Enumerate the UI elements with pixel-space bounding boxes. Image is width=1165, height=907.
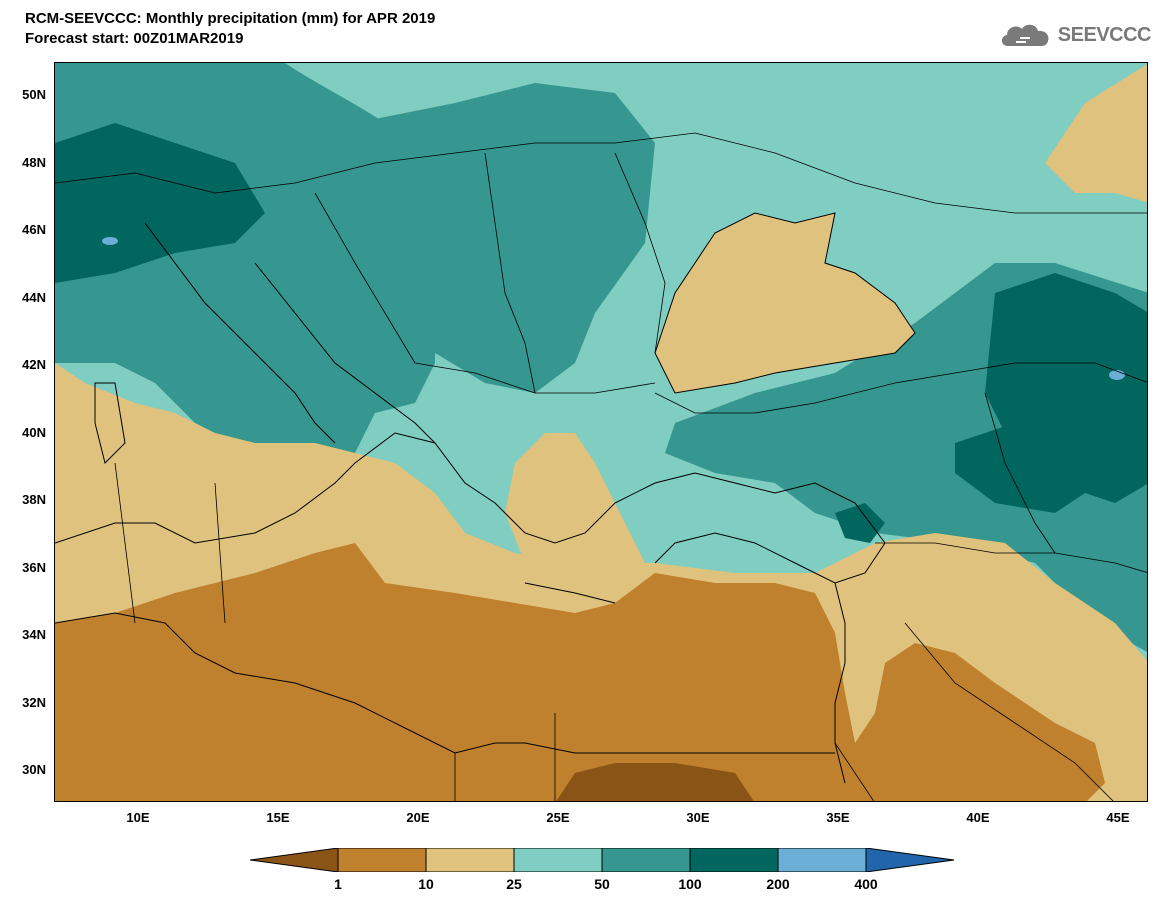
lon-label: 30E [686, 810, 710, 825]
legend-label: 25 [506, 876, 522, 892]
lon-label: 45E [1106, 810, 1130, 825]
legend-swatch-10-25 [425, 848, 515, 872]
fill-200-400-east-turkey [955, 423, 1085, 513]
legend-swatch-25-50 [513, 848, 603, 872]
legend-swatch-above-400 [865, 848, 955, 872]
lon-label: 35E [826, 810, 850, 825]
legend-swatch-below-1 [250, 848, 339, 872]
legend-swatch-1-10 [337, 848, 427, 872]
legend-label: 10 [418, 876, 434, 892]
legend-label: 400 [854, 876, 878, 892]
legend-swatch-100-200 [689, 848, 779, 872]
lat-label: 50N [22, 87, 46, 102]
seevccc-logo: SEEVCCC [998, 20, 1152, 50]
legend-label: 100 [678, 876, 702, 892]
lon-label: 15E [266, 810, 290, 825]
legend-label: 50 [594, 876, 610, 892]
lon-label: 25E [546, 810, 570, 825]
fill-1-10-desert [556, 763, 754, 801]
legend-swatch-200-400 [777, 848, 867, 872]
lat-label: 48N [22, 155, 46, 170]
fill-400-lake-1 [102, 237, 118, 245]
precipitation-map [54, 62, 1148, 802]
fill-10-25-north-africa [55, 543, 1105, 801]
logo-text: SEEVCCC [1057, 23, 1152, 46]
legend-label: 1 [334, 876, 342, 892]
cloud-icon [1001, 24, 1049, 46]
lat-label: 38N [22, 492, 46, 507]
lat-label: 40N [22, 425, 46, 440]
lat-label: 32N [22, 695, 46, 710]
lat-label: 42N [22, 357, 46, 372]
fill-100-200-north [355, 83, 655, 393]
lat-label: 36N [22, 560, 46, 575]
lat-label: 34N [22, 627, 46, 642]
fill-25-50-black-sea [655, 213, 915, 393]
fill-25-50-northeast [1045, 64, 1147, 203]
color-legend-bar [250, 848, 955, 872]
legend-swatch-50-100 [601, 848, 691, 872]
map-subtitle: Forecast start: 00Z01MAR2019 [25, 30, 244, 47]
map-canvas [55, 63, 1147, 801]
lon-label: 20E [406, 810, 430, 825]
fill-200-400-south-turkey [835, 503, 885, 543]
lat-label: 44N [22, 290, 46, 305]
country-borders [55, 132, 1147, 801]
lon-label: 10E [126, 810, 150, 825]
lat-label: 30N [22, 762, 46, 777]
lon-label: 40E [966, 810, 990, 825]
lat-label: 46N [22, 222, 46, 237]
legend-label: 200 [766, 876, 790, 892]
map-title: RCM-SEEVCCC: Monthly precipitation (mm) … [25, 10, 436, 27]
